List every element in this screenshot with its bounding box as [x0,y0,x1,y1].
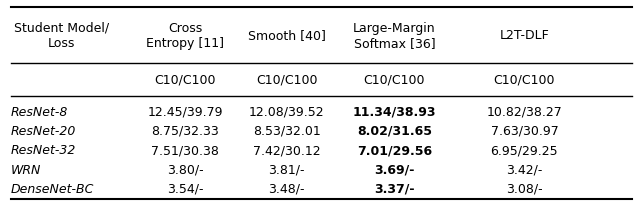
Text: WRN: WRN [11,164,41,177]
Text: 3.81/-: 3.81/- [268,164,305,177]
Text: ResNet-8: ResNet-8 [11,106,68,119]
Text: C10/C100: C10/C100 [256,73,317,86]
Text: 7.51/30.38: 7.51/30.38 [151,144,219,157]
Text: C10/C100: C10/C100 [154,73,216,86]
Text: 7.42/30.12: 7.42/30.12 [253,144,321,157]
Text: Large-Margin
Softmax [36]: Large-Margin Softmax [36] [353,22,436,50]
Text: C10/C100: C10/C100 [493,73,555,86]
Text: 3.80/-: 3.80/- [167,164,204,177]
Text: ResNet-32: ResNet-32 [11,144,76,157]
Text: 8.75/32.33: 8.75/32.33 [151,125,219,138]
Text: C10/C100: C10/C100 [364,73,425,86]
Text: 11.34/38.93: 11.34/38.93 [353,106,436,119]
Text: 8.02/31.65: 8.02/31.65 [357,125,432,138]
Text: L2T-DLF: L2T-DLF [500,29,549,42]
Text: 12.45/39.79: 12.45/39.79 [147,106,223,119]
Text: 3.69/-: 3.69/- [374,164,415,177]
Text: 3.54/-: 3.54/- [167,183,204,196]
Text: 12.08/39.52: 12.08/39.52 [249,106,324,119]
Text: 3.42/-: 3.42/- [506,164,543,177]
Text: 3.48/-: 3.48/- [268,183,305,196]
Text: 6.95/29.25: 6.95/29.25 [491,144,558,157]
Text: 3.37/-: 3.37/- [374,183,415,196]
Text: 3.08/-: 3.08/- [506,183,543,196]
Text: 8.53/32.01: 8.53/32.01 [253,125,321,138]
Text: 7.63/30.97: 7.63/30.97 [491,125,558,138]
Text: 10.82/38.27: 10.82/38.27 [486,106,563,119]
Text: ResNet-20: ResNet-20 [11,125,76,138]
Text: Student Model/
Loss: Student Model/ Loss [14,22,109,50]
Text: DenseNet-BC: DenseNet-BC [11,183,94,196]
Text: Smooth [40]: Smooth [40] [248,29,326,42]
Text: 7.01/29.56: 7.01/29.56 [357,144,432,157]
Text: Cross
Entropy [11]: Cross Entropy [11] [146,22,224,50]
